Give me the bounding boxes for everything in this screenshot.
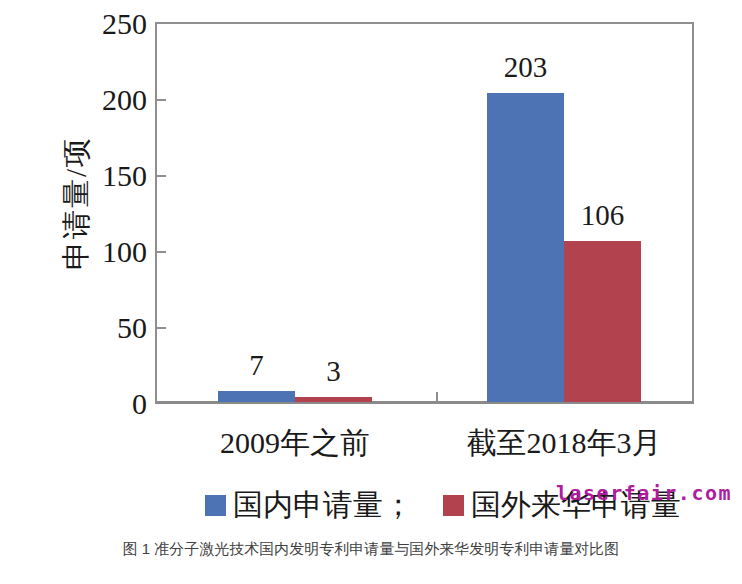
y-tick-label: 0 [77, 389, 147, 419]
y-tick-label: 50 [77, 313, 147, 343]
bar-value-label: 7 [249, 351, 264, 380]
y-tick-label: 100 [77, 237, 147, 267]
bar-国内申请量-2009年之前 [218, 391, 295, 402]
legend-label-domestic: 国内申请量； [233, 489, 413, 521]
y-tick-mark [157, 99, 166, 101]
y-tick-mark [157, 175, 166, 177]
bar-value-label: 203 [504, 53, 548, 82]
figure-caption: 图 1 准分子激光技术国内发明专利申请量与国外来华发明专利申请量对比图 [0, 540, 742, 559]
bar-value-label: 3 [326, 357, 341, 386]
x-category-label: 2009年之前 [220, 426, 370, 460]
y-tick-label: 200 [77, 85, 147, 115]
y-tick-label: 250 [77, 9, 147, 39]
x-tick-mark [436, 392, 438, 401]
bar-国外来华申请量-2009年之前 [295, 397, 372, 402]
legend-swatch-foreign [443, 495, 464, 516]
bar-国外来华申请量-截至2018年3月 [564, 241, 641, 402]
y-tick-mark [157, 327, 166, 329]
legend-item-domestic: 国内申请量； [205, 489, 413, 521]
bar-value-label: 106 [581, 201, 625, 230]
y-tick-label: 150 [77, 161, 147, 191]
legend-swatch-domestic [205, 495, 226, 516]
y-tick-mark [157, 251, 166, 253]
bar-国内申请量-截至2018年3月 [487, 93, 564, 402]
watermark: laserfair.com [556, 481, 732, 505]
x-category-label: 截至2018年3月 [467, 426, 662, 460]
bar-chart-figure: 申请量/项 050100150200250732009年之前203106截至20… [0, 0, 742, 584]
